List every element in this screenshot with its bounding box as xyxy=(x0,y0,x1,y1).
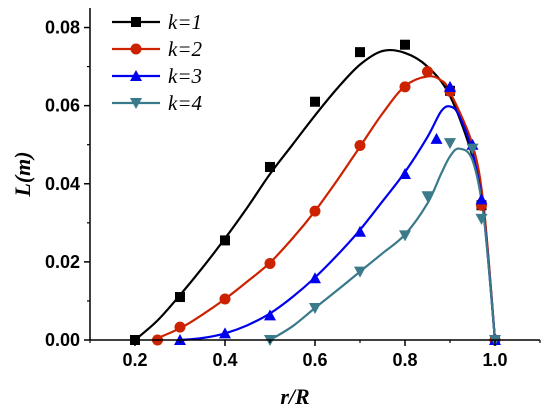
series-k3-point xyxy=(430,132,443,144)
x-axis-label: r/R xyxy=(280,384,309,409)
series-k4-line xyxy=(269,147,497,341)
series-k2-point xyxy=(264,257,276,269)
series-k2-point xyxy=(399,81,411,93)
legend-k4-label: k=4 xyxy=(168,91,202,115)
series-k3-line xyxy=(179,105,497,342)
legend-k3-label: k=3 xyxy=(168,64,202,88)
y-tick-label: 0.00 xyxy=(45,330,80,350)
series-k1-line xyxy=(134,48,497,341)
legend-k3-marker xyxy=(130,70,142,81)
series-k2-point xyxy=(309,205,321,217)
y-tick-label: 0.06 xyxy=(45,96,80,116)
legend-k1-marker xyxy=(131,17,141,27)
x-tick-label: 0.8 xyxy=(392,350,417,370)
legend-k2-marker xyxy=(130,43,142,55)
series-k1-point xyxy=(175,292,185,303)
series-k3-point xyxy=(219,327,231,339)
series-k4-point xyxy=(421,191,434,203)
series-k4-point xyxy=(475,213,488,225)
series-k3-point xyxy=(264,309,276,321)
series-k2-point xyxy=(219,293,231,305)
y-tick-label: 0.04 xyxy=(45,174,80,194)
x-tick-label: 1.0 xyxy=(482,350,507,370)
series-k1-point xyxy=(400,39,410,50)
series-markers xyxy=(130,39,501,346)
y-tick-label: 0.08 xyxy=(45,18,80,38)
series-k4-point xyxy=(309,302,321,314)
legend: k=1 k=2 k=3 k=4 xyxy=(112,10,202,115)
series-k2-point xyxy=(422,66,433,78)
axes: 0.2 0.4 0.6 0.8 1.0 0.00 0.02 0.04 0.06 0.08 xyxy=(45,8,541,370)
series-k2-point xyxy=(174,321,186,333)
y-tick-label: 0.02 xyxy=(45,252,80,272)
series-k1-point xyxy=(310,96,320,107)
series-k1-point xyxy=(265,161,275,172)
series-k3-point xyxy=(309,272,321,284)
x-tick-label: 0.4 xyxy=(212,350,237,370)
series-k4-point xyxy=(444,138,456,150)
legend-k1-label: k=1 xyxy=(168,10,202,34)
series-k3-point xyxy=(354,225,366,237)
y-axis-label: L(m) xyxy=(10,151,35,197)
series-k3-point xyxy=(399,168,411,179)
series-k1-point xyxy=(220,235,230,246)
series-k4-point xyxy=(399,230,411,242)
series-k4-point xyxy=(354,266,366,278)
x-tick-label: 0.2 xyxy=(122,350,147,370)
legend-k4-marker xyxy=(130,98,142,109)
legend-k2-label: k=2 xyxy=(168,37,202,61)
series-k3-point xyxy=(444,80,456,92)
x-tick-label: 0.6 xyxy=(302,350,327,370)
series-k1-point xyxy=(355,47,365,58)
series-k3-point xyxy=(475,193,488,205)
series-k4-point xyxy=(466,143,479,155)
series-k2-point xyxy=(354,139,366,151)
